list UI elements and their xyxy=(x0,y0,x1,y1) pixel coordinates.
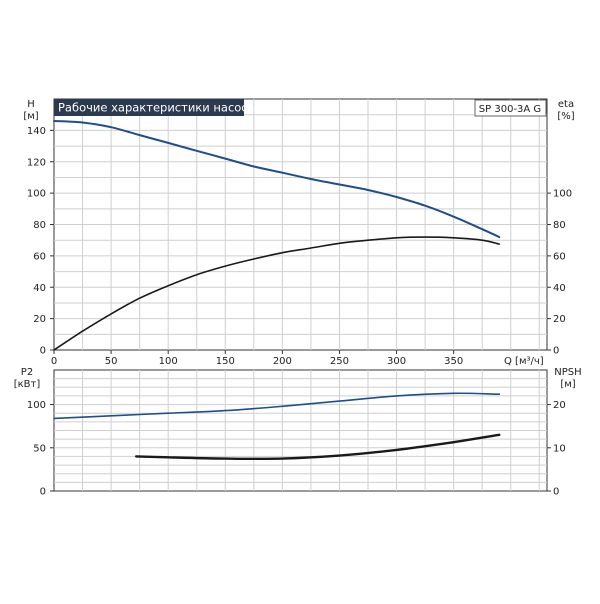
y-right-tick-label: 100 xyxy=(553,189,572,200)
npsh-tick-label: 0 xyxy=(553,487,559,498)
y-left-tick-label: 60 xyxy=(33,251,46,262)
power-curve xyxy=(53,392,501,420)
y-right-tick-label: 20 xyxy=(553,314,566,325)
y-axis-right-label: eta xyxy=(558,99,574,110)
x-tick-label: 300 xyxy=(387,356,406,367)
npsh-curve xyxy=(135,433,501,461)
chart-title: Рабочие характеристики насоса xyxy=(58,101,255,115)
p2-tick-label: 50 xyxy=(33,443,46,454)
model-label: SP 300-3A G xyxy=(479,104,541,115)
y-left-tick-label: 0 xyxy=(40,346,46,357)
x-tick-label: 150 xyxy=(216,356,235,367)
x-axis-label: Q [м³/ч] xyxy=(504,356,544,367)
y-right-tick-label: 60 xyxy=(553,251,566,262)
y-axis-right-unit: [%] xyxy=(557,111,574,122)
x-tick-label: 0 xyxy=(51,356,57,367)
p2-axis-label: P2 xyxy=(21,367,33,378)
x-tick-label: 100 xyxy=(159,356,178,367)
y-left-tick-label: 80 xyxy=(33,220,46,231)
x-tick-label: 50 xyxy=(105,356,118,367)
npsh-tick-label: 20 xyxy=(553,400,566,411)
npsh-axis-unit: [м] xyxy=(560,379,575,390)
x-tick-label: 350 xyxy=(444,356,463,367)
y-left-tick-label: 120 xyxy=(27,157,46,168)
npsh-tick-label: 10 xyxy=(553,443,566,454)
p2-axis-unit: [кВт] xyxy=(14,379,41,390)
npsh-axis-label: NPSH xyxy=(554,367,581,378)
head-curve xyxy=(53,120,501,239)
efficiency-curve xyxy=(53,236,501,351)
y-left-tick-label: 100 xyxy=(27,189,46,200)
x-tick-label: 200 xyxy=(273,356,292,367)
p2-tick-label: 0 xyxy=(40,487,46,498)
y-right-tick-label: 40 xyxy=(553,283,566,294)
p2-tick-label: 100 xyxy=(27,400,46,411)
y-left-tick-label: 20 xyxy=(33,314,46,325)
y-axis-left-unit: [м] xyxy=(23,111,38,122)
y-right-tick-label: 0 xyxy=(553,346,559,357)
y-left-tick-label: 140 xyxy=(27,126,46,137)
y-axis-left-label: H xyxy=(27,99,35,110)
x-tick-label: 250 xyxy=(330,356,349,367)
chart-title-badge xyxy=(54,99,244,116)
y-left-tick-label: 40 xyxy=(33,283,46,294)
y-right-tick-label: 80 xyxy=(553,220,566,231)
model-label-box xyxy=(474,99,547,117)
